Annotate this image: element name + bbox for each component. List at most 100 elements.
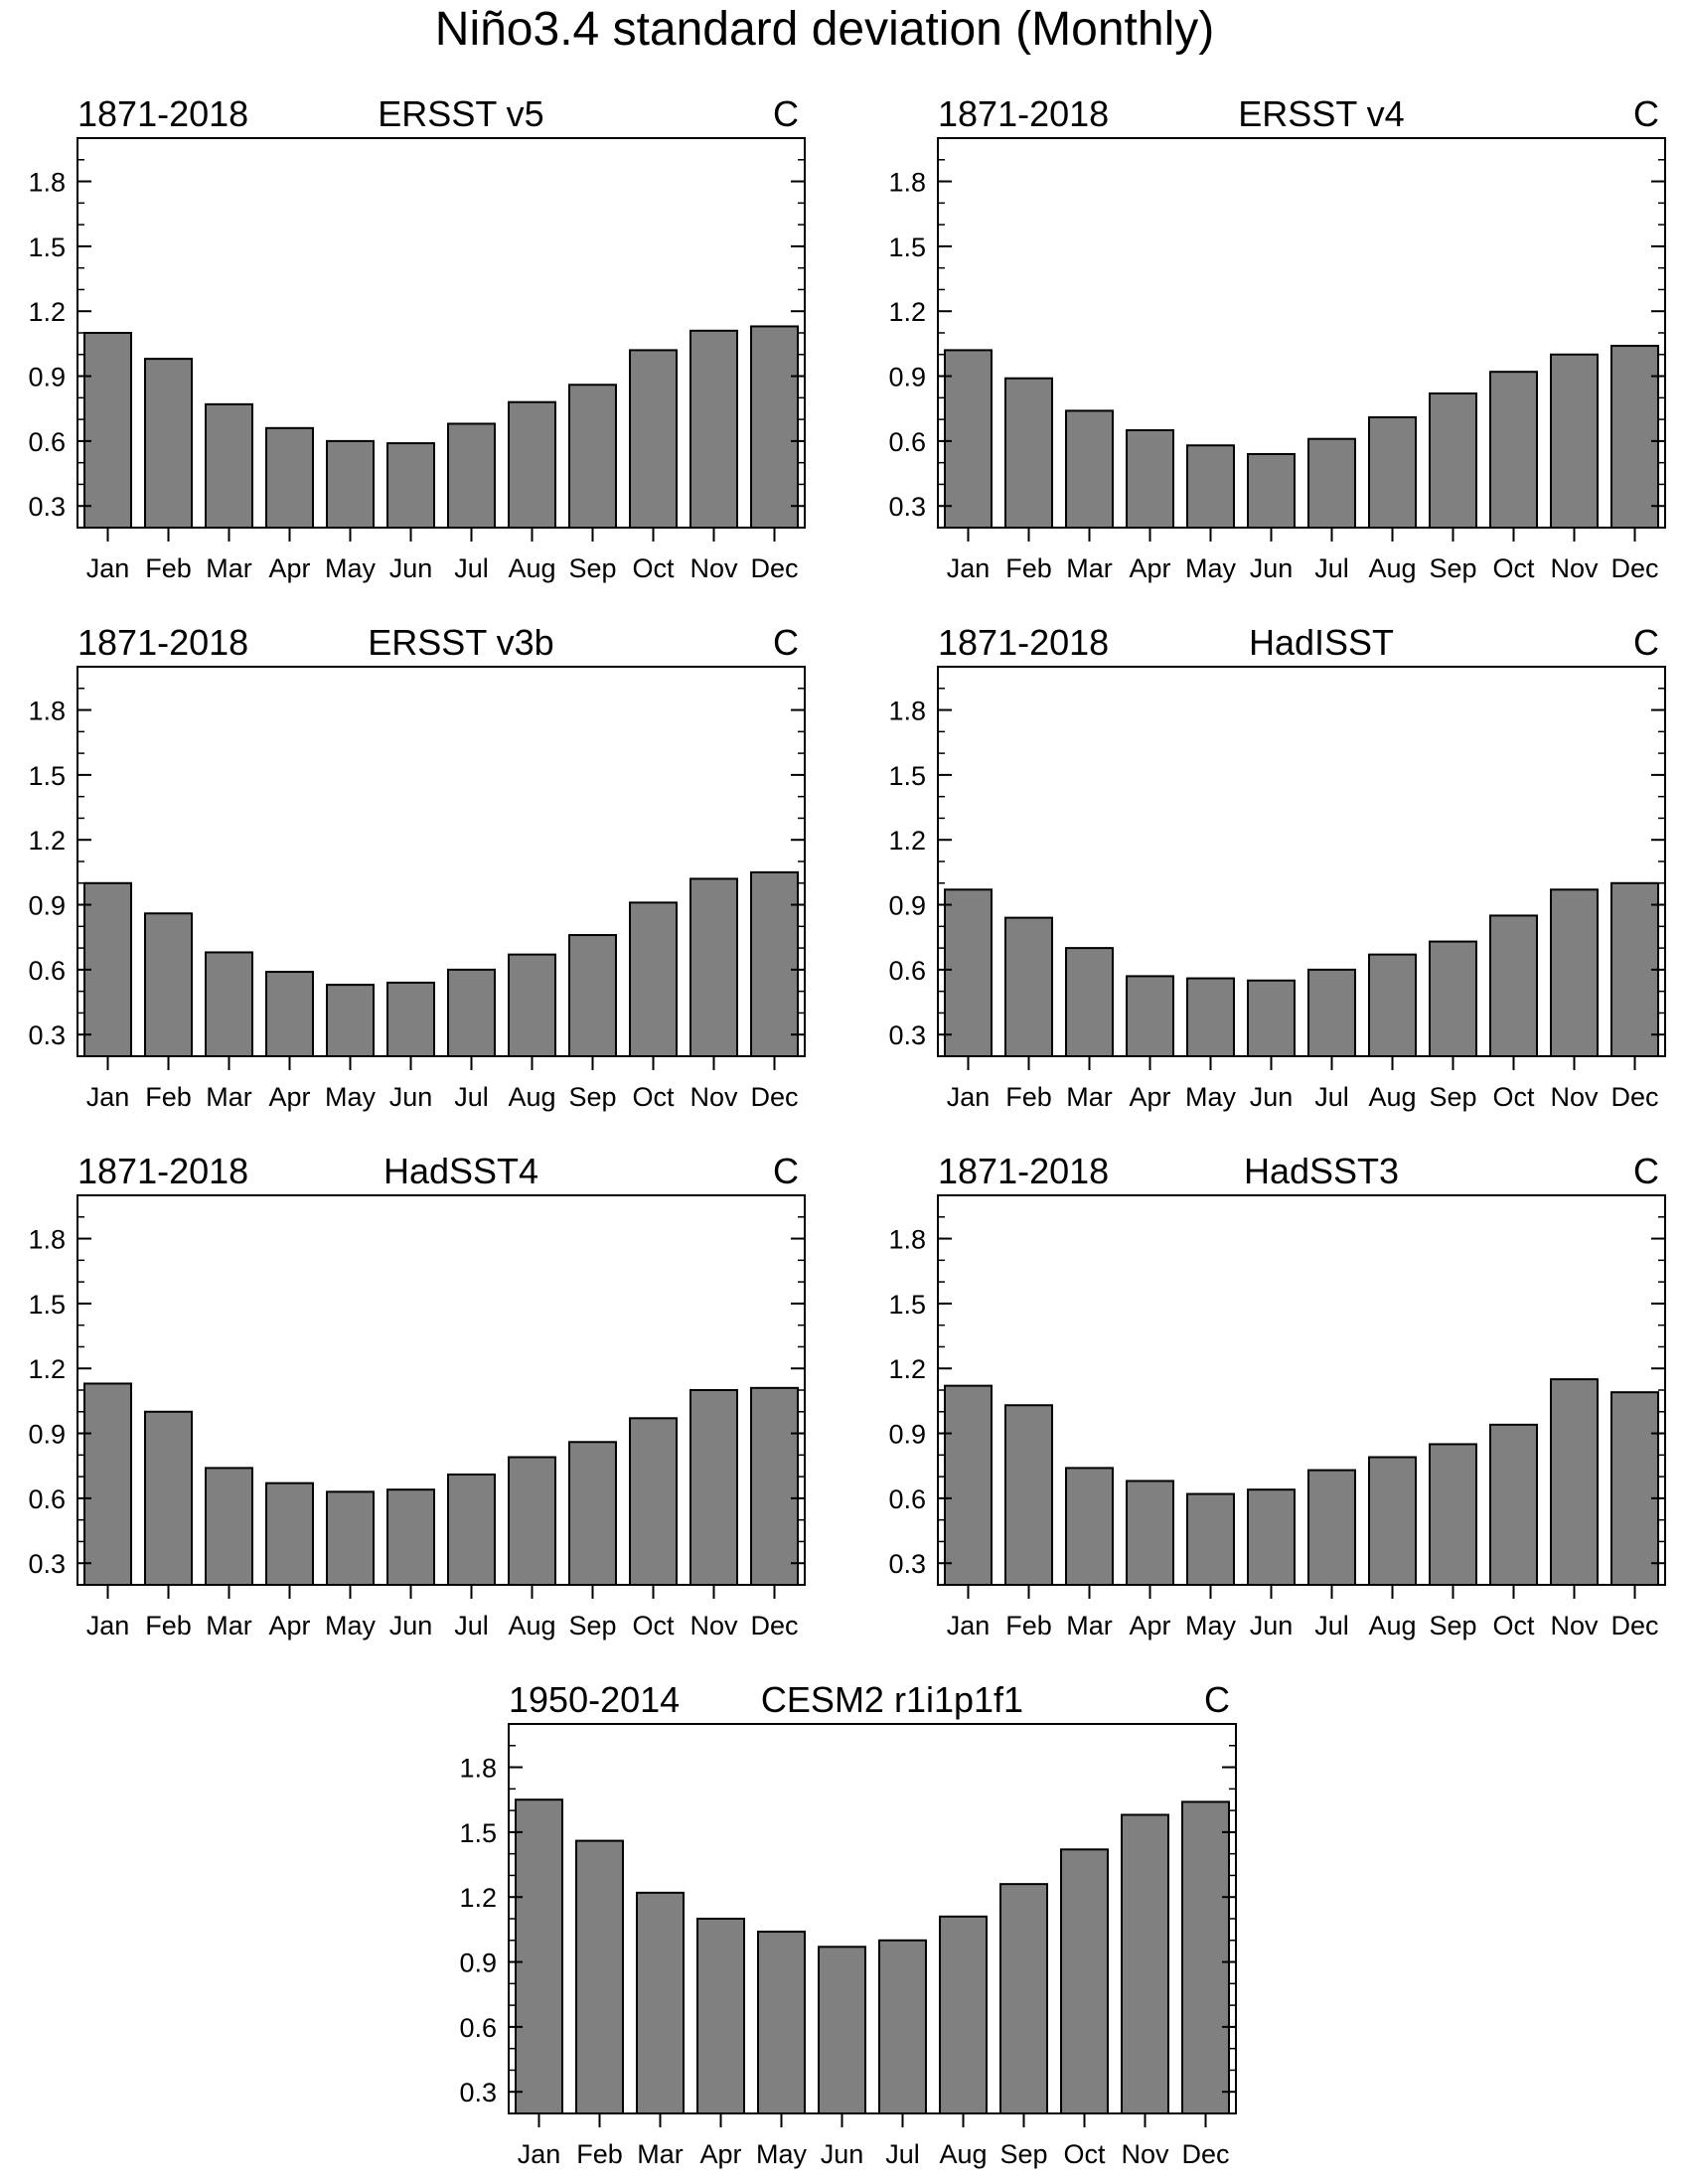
x-tick-label-jun: Jun	[1250, 1611, 1294, 1640]
x-tick-label-may: May	[1185, 1611, 1237, 1640]
x-tick-label-jan: Jan	[86, 1611, 130, 1640]
bar-nov	[1121, 1813, 1169, 2114]
y-tick-label: 0.6	[28, 427, 66, 457]
y-tick-label: 1.8	[28, 697, 66, 726]
bar-jan	[944, 1384, 993, 1586]
x-tick-label-sep: Sep	[999, 2139, 1047, 2169]
x-tick-label-dec: Dec	[1181, 2139, 1229, 2169]
bar-sep	[568, 934, 617, 1057]
x-tick-label-oct: Oct	[1492, 1611, 1535, 1640]
y-tick-label: 0.3	[888, 1020, 926, 1050]
y-tick-label: 1.2	[888, 297, 926, 327]
x-tick-label-sep: Sep	[568, 553, 616, 583]
x-tick-label-mar: Mar	[637, 2139, 684, 2169]
panel-period-label: 1871-2018	[938, 93, 1109, 134]
y-tick-label: 1.8	[28, 1225, 66, 1255]
bar-feb	[144, 912, 193, 1057]
bar-mar	[636, 1891, 685, 2115]
panel-period-label: 1871-2018	[77, 622, 248, 663]
chart-panel-6: 0.3 0.6 0.9 1.2 1.5 1.8 Jan Feb Mar Apr May Jun Jul A…	[888, 1151, 1666, 1640]
chart-panel-5: 0.3 0.6 0.9 1.2 1.5 1.8 Jan Feb Mar Apr May Jun Jul A…	[28, 1151, 806, 1640]
panel-unit-label: C	[1204, 1679, 1230, 1720]
y-tick-label: 1.8	[28, 168, 66, 198]
figure-title: Niño3.4 standard deviation (Monthly)	[435, 3, 1214, 56]
panels: 0.3 0.6 0.9 1.2 1.5 1.8 Jan Feb Mar Apr May Jun Jul A…	[28, 93, 1666, 2169]
bar-jul	[1307, 1469, 1356, 1586]
chart-panel-2: 0.3 0.6 0.9 1.2 1.5 1.8 Jan Feb Mar Apr May Jun Jul A…	[888, 93, 1666, 583]
panel-title: HadISST	[1249, 622, 1394, 663]
bar-feb	[575, 1839, 624, 2114]
x-tick-label-jul: Jul	[454, 1611, 489, 1640]
bar-mar	[205, 1467, 253, 1587]
panel-period-label: 1871-2018	[938, 622, 1109, 663]
bar-jan	[944, 349, 993, 529]
x-tick-label-oct: Oct	[1492, 1082, 1535, 1112]
bar-apr	[696, 1918, 745, 2114]
x-tick-label-oct: Oct	[632, 1611, 675, 1640]
bar-dec	[1610, 881, 1659, 1057]
x-tick-label-oct: Oct	[1492, 553, 1535, 583]
bar-oct	[1489, 1423, 1538, 1587]
bar-jan	[83, 332, 132, 529]
x-tick-label-may: May	[1185, 553, 1237, 583]
x-tick-label-jun: Jun	[389, 1082, 433, 1112]
bar-apr	[1126, 975, 1174, 1058]
y-tick-label: 1.8	[459, 1754, 497, 1784]
x-tick-label-apr: Apr	[699, 2139, 741, 2169]
bar-may	[1186, 444, 1235, 529]
y-tick-label: 0.9	[888, 891, 926, 921]
y-tick-label: 0.6	[28, 956, 66, 986]
bar-apr	[1126, 429, 1174, 529]
bar-aug	[1368, 1456, 1417, 1586]
x-tick-label-aug: Aug	[1368, 1611, 1416, 1640]
x-tick-label-oct: Oct	[1063, 2139, 1106, 2169]
panel-unit-label: C	[1633, 1151, 1659, 1191]
bar-mar	[205, 402, 253, 529]
bar-mar	[1065, 1467, 1114, 1587]
x-tick-label-aug: Aug	[1368, 1082, 1416, 1112]
bar-jun	[386, 1488, 435, 1586]
x-tick-label-aug: Aug	[508, 553, 555, 583]
y-tick-label: 1.2	[888, 1354, 926, 1384]
y-tick-label: 0.9	[28, 1420, 66, 1450]
x-tick-label-feb: Feb	[1005, 553, 1052, 583]
bar-jun	[386, 981, 435, 1058]
bar-jan	[83, 1382, 132, 1587]
x-tick-label-dec: Dec	[1610, 553, 1658, 583]
x-tick-label-dec: Dec	[750, 1611, 798, 1640]
panel-unit-label: C	[773, 1151, 799, 1191]
y-tick-label: 1.5	[459, 1818, 497, 1848]
panel-title: ERSST v5	[378, 93, 543, 134]
bar-may	[326, 439, 375, 529]
y-tick-label: 0.9	[28, 891, 66, 921]
x-tick-label-feb: Feb	[145, 1611, 192, 1640]
panel-title: HadSST4	[383, 1151, 538, 1191]
x-tick-label-mar: Mar	[1066, 553, 1113, 583]
bar-aug	[1368, 415, 1417, 529]
x-tick-label-jul: Jul	[454, 1082, 489, 1112]
panel-period-label: 1871-2018	[77, 1151, 248, 1191]
panel-period-label: 1950-2014	[509, 1679, 680, 1720]
bar-jul	[1307, 437, 1356, 530]
panel-unit-label: C	[773, 622, 799, 663]
x-tick-label-mar: Mar	[206, 553, 252, 583]
x-tick-label-jun: Jun	[1250, 1082, 1294, 1112]
x-tick-label-dec: Dec	[1610, 1082, 1658, 1112]
bar-oct	[1489, 914, 1538, 1058]
chart-panel-3: 0.3 0.6 0.9 1.2 1.5 1.8 Jan Feb Mar Apr May Jun Jul A…	[28, 622, 806, 1112]
y-tick-label: 0.3	[28, 492, 66, 522]
x-tick-label-may: May	[1185, 1082, 1237, 1112]
bar-jun	[1247, 452, 1296, 530]
y-tick-label: 0.6	[888, 427, 926, 457]
x-tick-label-dec: Dec	[1610, 1611, 1658, 1640]
x-tick-label-jan: Jan	[86, 553, 130, 583]
x-tick-label-sep: Sep	[1429, 1082, 1476, 1112]
bar-apr	[265, 426, 314, 530]
y-tick-label: 1.5	[888, 233, 926, 262]
x-tick-label-jan: Jan	[947, 1082, 991, 1112]
bar-nov	[689, 329, 738, 530]
bar-oct	[629, 901, 678, 1058]
bar-jul	[447, 968, 496, 1058]
bar-mar	[1065, 409, 1114, 529]
bar-dec	[750, 325, 799, 530]
